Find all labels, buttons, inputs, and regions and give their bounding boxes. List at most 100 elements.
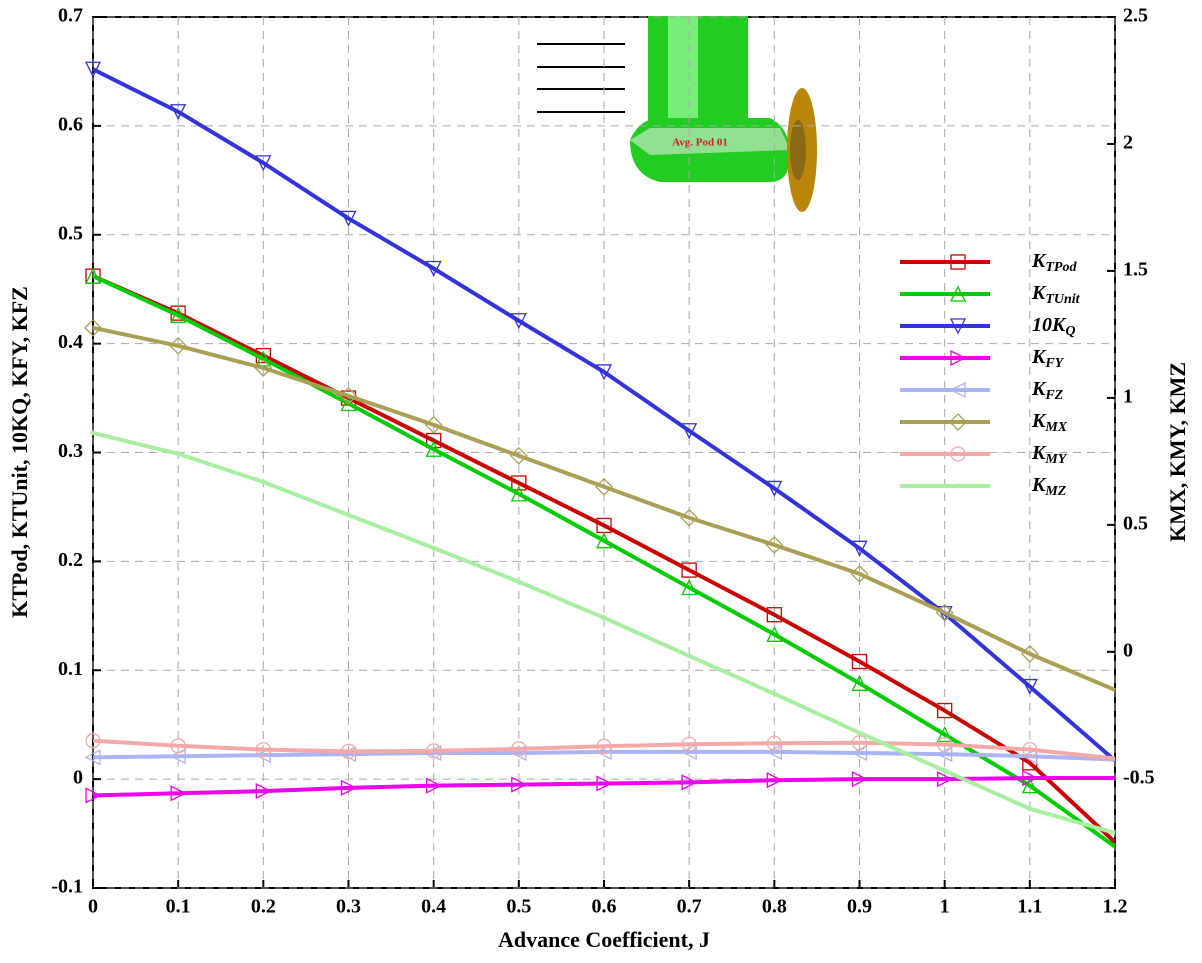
y-tick-label: 0.1 <box>58 658 83 680</box>
marker <box>254 359 273 377</box>
y-tick-label: 0.7 <box>58 5 83 27</box>
marker <box>340 743 357 760</box>
x-tick-label: 0.2 <box>251 896 276 918</box>
marker <box>170 306 187 323</box>
marker <box>935 603 954 622</box>
marker <box>686 653 692 659</box>
marker <box>955 483 961 489</box>
marker <box>346 512 351 518</box>
marker <box>851 653 868 670</box>
marker <box>511 776 528 793</box>
y-tick-label: 0 <box>73 767 83 789</box>
marker <box>170 738 186 754</box>
marker <box>949 413 967 431</box>
marker <box>84 267 102 284</box>
y-tick-label: 0.2 <box>58 549 83 571</box>
marker <box>681 423 698 440</box>
y-tick-label: -0.1 <box>51 876 83 898</box>
marker <box>254 747 271 764</box>
y-tick-label: 0.3 <box>58 440 83 462</box>
marker <box>949 381 966 399</box>
x-tick-label: 1 <box>940 896 950 918</box>
marker <box>950 446 966 462</box>
y2-axis-title: KMX, KMY, KMZ <box>1165 362 1190 542</box>
marker <box>765 743 782 760</box>
x-tick-label: 0.6 <box>592 896 617 918</box>
marker <box>949 318 967 335</box>
x-tick-label: 0.1 <box>166 896 191 918</box>
marker <box>425 440 442 457</box>
marker <box>255 783 272 800</box>
annotation: Avg. Pod 01 <box>672 137 728 149</box>
marker <box>596 775 613 792</box>
series-line <box>92 738 1116 761</box>
y2-tick-label: 2 <box>1123 132 1133 154</box>
marker <box>340 779 357 796</box>
marker <box>595 532 613 549</box>
marker <box>170 104 187 121</box>
marker <box>260 479 266 485</box>
x-tick-label: 0.9 <box>847 896 872 918</box>
marker <box>90 430 96 436</box>
marker <box>426 777 443 794</box>
marker <box>680 508 699 527</box>
marker <box>340 210 357 227</box>
y2-tick-label: 1 <box>1123 385 1133 407</box>
marker <box>431 545 437 551</box>
marker <box>936 746 953 763</box>
marker <box>766 607 782 623</box>
series-line <box>92 325 1116 692</box>
x-tick-label: 1.2 <box>1103 896 1128 918</box>
marker <box>937 771 954 788</box>
y2-tick-label: 1.5 <box>1123 259 1148 281</box>
x-tick-label: 0.3 <box>336 896 361 918</box>
marker <box>510 485 527 502</box>
x-tick-label: 0.5 <box>506 896 531 918</box>
marker <box>510 313 527 330</box>
series-line <box>92 431 1116 835</box>
marker <box>1020 644 1039 663</box>
marker <box>936 726 953 743</box>
y-tick-label: 0.4 <box>58 331 83 353</box>
marker <box>681 774 698 791</box>
y2-tick-label: -0.5 <box>1123 766 1155 788</box>
marker <box>84 318 102 337</box>
marker <box>84 61 102 78</box>
marker <box>851 674 868 691</box>
marker <box>950 254 966 270</box>
marker <box>255 155 272 172</box>
y-tick-label: 0.5 <box>58 222 83 244</box>
x-tick-label: 0 <box>88 896 98 918</box>
marker <box>766 772 783 789</box>
y-axis-title: KTPod, KTUnit, 10KQ, KFY, KFZ <box>7 286 32 618</box>
marker <box>339 386 358 405</box>
legend-label: KTUnit <box>1031 282 1081 308</box>
marker <box>942 768 948 774</box>
marker <box>511 475 527 491</box>
y2-tick-label: 0 <box>1123 639 1133 661</box>
marker <box>1022 769 1039 787</box>
marker <box>601 615 607 621</box>
legend-label: KMZ <box>1031 474 1067 500</box>
marker <box>680 743 697 760</box>
marker <box>424 415 443 434</box>
y2-tick-label: 0.5 <box>1123 512 1148 534</box>
marker <box>1027 806 1033 812</box>
x-tick-label: 1.1 <box>1017 896 1042 918</box>
marker <box>595 743 612 760</box>
marker <box>595 477 613 496</box>
legend-label: KMY <box>1031 442 1068 468</box>
legend-label: KFY <box>1031 346 1065 372</box>
marker <box>950 349 967 367</box>
marker <box>175 451 181 457</box>
x-tick-label: 0.4 <box>421 896 446 918</box>
marker <box>681 579 698 596</box>
marker <box>426 743 442 759</box>
marker <box>1022 741 1038 758</box>
marker <box>595 364 613 381</box>
marker <box>771 691 777 697</box>
legend-label: 10KQ <box>1032 314 1075 340</box>
marker <box>937 736 953 753</box>
marker <box>511 741 527 757</box>
